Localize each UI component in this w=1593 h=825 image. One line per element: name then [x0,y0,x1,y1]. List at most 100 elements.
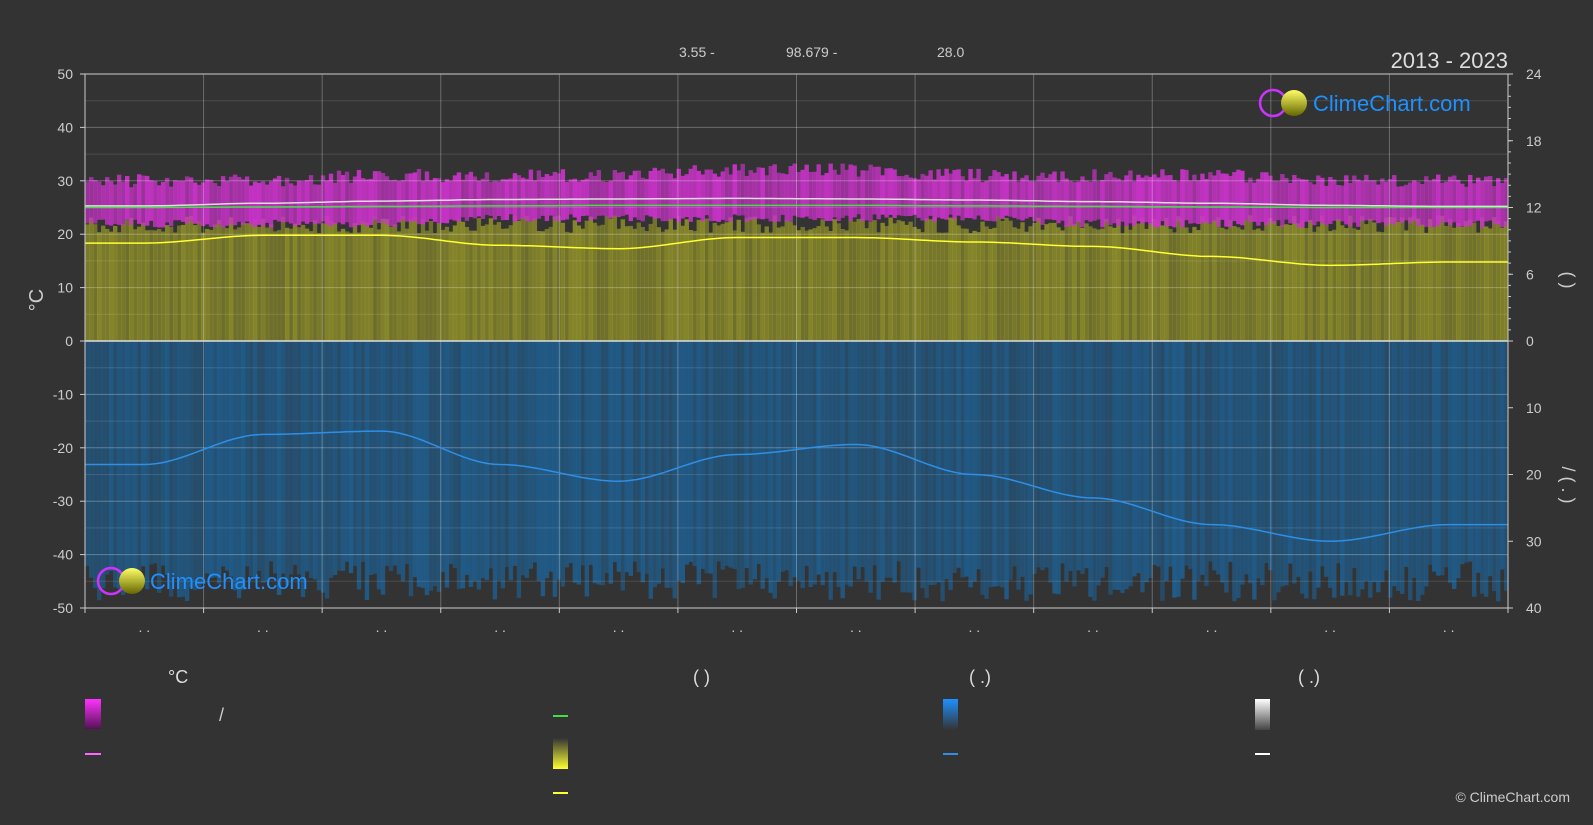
sunshine-band-col [612,215,618,341]
precip-band-col [860,341,865,568]
sunshine-band-col [688,230,693,341]
sunshine-band-col [452,225,458,341]
precip-band-col [456,341,462,590]
sunshine-band-col [928,219,933,341]
precip-band-col [636,341,642,573]
precip-band-col [308,341,314,579]
sunshine-band-col [120,224,126,341]
precip-band-col [616,341,622,572]
sunshine-band-col [1472,222,1477,341]
sunshine-band-col [780,226,785,341]
logo-bottom-left[interactable]: ClimeChart.com [96,566,308,596]
sunshine-band-col [1500,227,1505,341]
temp-band-col [244,176,250,222]
temp-band-col [416,169,422,225]
temp-band-col [344,171,350,223]
precip-band-col [1500,341,1505,570]
temp-band-col [1288,182,1293,224]
sunshine-band-col [324,215,330,341]
temp-band-col [388,180,394,227]
sunshine-band-col [1424,232,1429,341]
sunshine-band-col [136,226,142,341]
precip-band-col [388,341,394,571]
temp-band-col [144,175,150,226]
sunshine-band-col [1032,222,1037,341]
precip-band-col [984,341,989,599]
temp-band-col [140,175,146,226]
precip-band-col [1292,341,1297,584]
sunshine-band-col [1416,218,1421,341]
temp-band-col [1056,181,1061,224]
sunshine-band-col [784,220,789,341]
sunshine-band-col [328,220,334,341]
temp-band-col [792,163,797,216]
temp-band-col [680,175,685,219]
precip-band-col [1428,341,1433,565]
precip-band-col [332,341,338,576]
sunshine-band-col [428,221,434,341]
sunshine-band-col [1432,226,1437,341]
precip-band-col [420,341,426,588]
temp-band-col [652,167,657,219]
sunshine-band-col [360,221,366,341]
precip-band-col [1396,341,1401,591]
temp-band-col [472,176,478,219]
precip-band-col [1200,341,1205,575]
sunshine-band-col [580,228,586,341]
temp-band-col [1144,175,1149,223]
sunshine-band-col [968,233,973,341]
sunshine-band-col [716,225,721,341]
precip-band-col [700,341,705,569]
temp-band-col [444,179,450,224]
copyright[interactable]: © ClimeChart.com [1455,789,1570,805]
logo-top-right[interactable]: ClimeChart.com [1258,88,1471,118]
precip-band-col [296,341,302,575]
sunshine-band-col [720,223,725,341]
precip-band-col [704,341,709,574]
temp-band-col [1164,175,1169,227]
precip-band-col [840,341,845,599]
sunshine-band-col [768,232,773,341]
sunshine-band-col [392,224,398,341]
temp-band-col [1308,182,1313,223]
temp-band-col [704,169,709,216]
coord-longitude: 98.679 - [786,44,838,60]
temp-band-col [1148,176,1153,225]
month-label: . . [1443,619,1455,635]
temp-band-col [1424,176,1429,228]
precip-band-col [1216,341,1221,575]
sunshine-band-col [208,229,214,341]
sunshine-band-col [176,225,182,341]
temp-band-col [1484,176,1489,222]
precip-band-col [892,341,897,583]
sunshine-band-col [236,227,242,341]
sunshine-band-col [1372,222,1377,341]
precip-band-col [1480,341,1485,594]
sunshine-band-col [1156,220,1161,341]
temp-band-col [428,180,434,219]
sunshine-band-col [644,230,650,341]
left-tick-label: 10 [57,280,73,296]
precip-band-col [1376,341,1381,593]
sunshine-band-col [596,225,602,341]
temp-band-col [276,175,282,222]
precip-band-col [1212,341,1217,571]
precip-band-col [716,341,721,562]
sunshine-band-col [524,215,530,341]
sunshine-band-col [1316,226,1321,341]
precip-band-col [1288,341,1293,564]
precip-band-col [880,341,885,582]
temp-band-col [236,176,242,222]
precip-band-col [780,341,785,572]
sunshine-band-col [704,218,709,341]
precip-band-col [988,341,993,588]
precip-band-col [1256,341,1261,579]
temp-band-col [996,172,1001,217]
legend-temp-range-label: / [219,705,224,725]
temp-band-col [1296,178,1301,228]
sunshine-band-col [284,227,290,341]
precip-band-col [884,341,889,578]
temp-band-col [176,180,182,221]
precip-band-col [1444,341,1449,568]
precip-band-col [220,341,226,567]
